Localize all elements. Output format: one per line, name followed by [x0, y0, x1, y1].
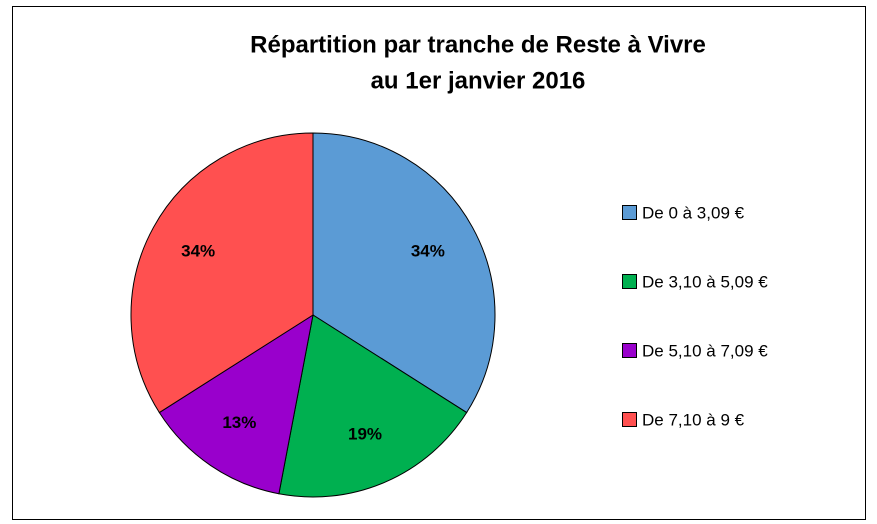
data-label: 34%: [181, 241, 215, 260]
legend-swatch: [622, 205, 637, 220]
data-label: 13%: [222, 413, 256, 432]
legend-swatch: [622, 412, 637, 427]
legend-label: De 5,10 à 7,09 €: [642, 341, 768, 360]
legend-label: De 7,10 à 9 €: [642, 410, 745, 429]
legend-label: De 3,10 à 5,09 €: [642, 272, 768, 291]
pie-slice: [130, 132, 314, 414]
pie-slice: [312, 132, 496, 414]
legend-swatch: [622, 274, 637, 289]
chart-title: au 1er janvier 2016: [371, 67, 586, 94]
legend-swatch: [622, 343, 637, 358]
chart-title: Répartition par tranche de Reste à Vivre: [250, 31, 706, 58]
pie-slice: [278, 314, 468, 498]
legend-label: De 0 à 3,09 €: [642, 203, 745, 222]
data-label: 34%: [411, 241, 445, 260]
data-label: 19%: [348, 425, 382, 444]
pie-slice: [158, 313, 314, 495]
